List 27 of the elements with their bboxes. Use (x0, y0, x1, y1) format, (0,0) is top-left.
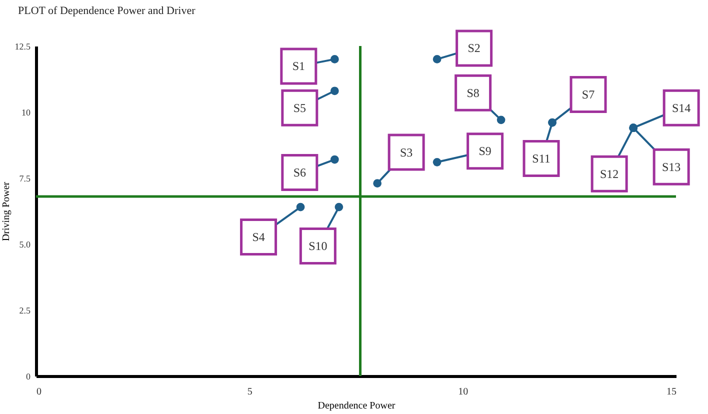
x-tick-label: 10 (458, 386, 468, 398)
y-tick-label: 2.5 (19, 306, 31, 316)
chart-title: PLOT of Dependence Power and Driver (18, 4, 196, 17)
x-axis-title: Dependence Power (318, 400, 396, 412)
annotation: S3 (400, 145, 413, 160)
annotation: S6 (293, 166, 306, 180)
y-tick-label: 10 (22, 108, 31, 118)
y-axis-title: Driving Power (0, 181, 12, 242)
annotation: S11 (532, 152, 550, 166)
annotation: S13 (662, 160, 681, 174)
x-tick-label: 5 (247, 386, 252, 398)
x-tick-label: 0 (36, 386, 42, 398)
y-tick-label: 7.5 (19, 174, 31, 184)
annotation: S12 (600, 166, 619, 181)
annotation: S7 (582, 88, 595, 102)
annotation: S2 (468, 41, 480, 56)
annotation: S10 (308, 239, 328, 254)
annotation: S4 (252, 230, 265, 244)
y-tick-label: 0 (26, 372, 31, 382)
annotation: S1 (292, 59, 306, 74)
y-tick-label: 12.5 (14, 42, 31, 52)
annotation: S8 (466, 86, 480, 100)
annotation: S14 (672, 100, 691, 115)
annotation: S5 (293, 100, 306, 115)
annotation: S9 (478, 144, 492, 158)
x-tick-label: 15 (666, 386, 676, 398)
y-tick-label: 5.0 (19, 240, 31, 250)
